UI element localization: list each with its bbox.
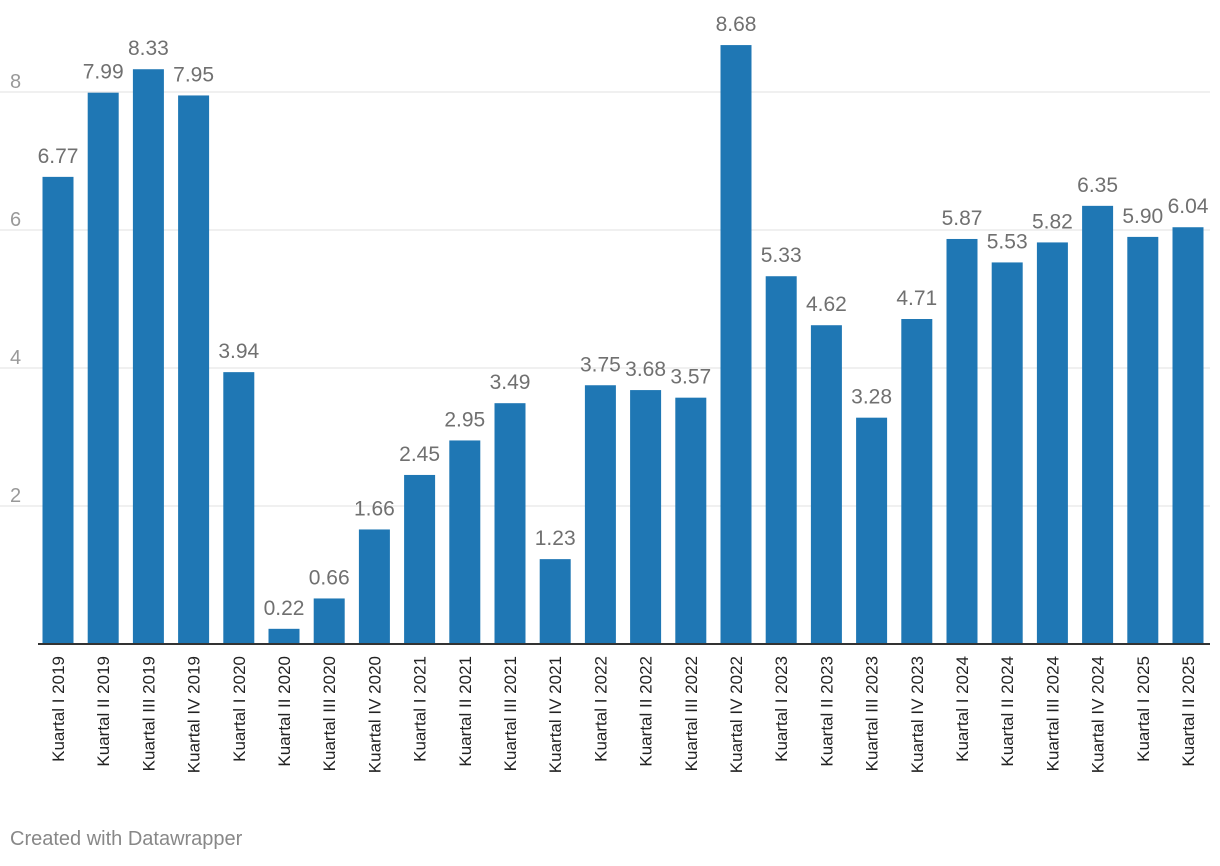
y-tick-label: 2 (10, 485, 21, 507)
bar (765, 276, 797, 644)
x-tick-label: Kuartal II 2022 (637, 656, 656, 767)
value-label: 3.28 (851, 386, 892, 409)
bar (584, 385, 616, 644)
value-label: 2.95 (444, 408, 485, 431)
y-axis-ticks: 2 4 6 8 (10, 71, 21, 507)
value-label: 3.49 (490, 371, 531, 394)
bar (1082, 205, 1114, 644)
x-tick-label: Kuartal IV 2023 (908, 656, 927, 773)
x-tick-label: Kuartal I 2022 (591, 656, 610, 762)
value-label: 1.66 (354, 497, 395, 520)
bar (810, 325, 842, 644)
x-tick-label: Kuartal II 2020 (275, 656, 294, 767)
value-label: 2.45 (399, 443, 440, 466)
bar (1036, 242, 1068, 645)
x-tick-label: Kuartal III 2021 (501, 656, 520, 771)
value-label: 3.75 (580, 353, 621, 376)
bar (223, 372, 255, 644)
bar (991, 262, 1023, 644)
value-label: 6.77 (38, 145, 79, 168)
x-tick-label: Kuartal III 2020 (320, 656, 339, 771)
bar (494, 403, 526, 644)
bar (358, 529, 390, 644)
value-label: 4.62 (806, 293, 847, 316)
x-tick-label: Kuartal III 2022 (682, 656, 701, 771)
y-tick-label: 6 (10, 209, 21, 231)
bar (1127, 236, 1159, 644)
value-label: 3.68 (625, 358, 666, 381)
x-tick-label: Kuartal IV 2021 (546, 656, 565, 773)
x-tick-label: Kuartal III 2019 (139, 656, 158, 771)
y-tick-label: 4 (10, 347, 21, 369)
value-label: 5.82 (1032, 210, 1073, 233)
x-tick-label: Kuartal I 2025 (1134, 656, 1153, 762)
x-axis-labels: Kuartal I 2019 Kuartal II 2019 Kuartal III… (49, 656, 1198, 773)
bar (946, 238, 978, 644)
bar (1172, 227, 1204, 645)
value-label: 5.87 (942, 207, 983, 230)
x-tick-label: Kuartal II 2021 (456, 656, 475, 767)
bars (42, 45, 1204, 645)
x-tick-label: Kuartal IV 2020 (365, 656, 384, 773)
bar (132, 69, 164, 645)
value-label: 8.33 (128, 37, 169, 60)
x-tick-label: Kuartal II 2024 (998, 656, 1017, 767)
x-tick-label: Kuartal I 2021 (411, 656, 430, 762)
x-tick-label: Kuartal I 2020 (230, 656, 249, 762)
value-label: 8.68 (716, 13, 757, 36)
bar (404, 474, 436, 644)
value-label: 5.33 (761, 244, 802, 267)
bar (87, 92, 119, 644)
x-tick-label: Kuartal IV 2022 (727, 656, 746, 773)
value-label: 0.22 (264, 597, 305, 620)
bar (630, 390, 662, 644)
bar (539, 559, 571, 644)
value-label: 3.94 (218, 340, 259, 363)
x-tick-label: Kuartal I 2019 (49, 656, 68, 762)
value-label: 7.95 (173, 63, 214, 86)
value-label: 7.99 (83, 61, 124, 84)
value-label: 1.23 (535, 527, 576, 550)
value-label: 5.90 (1122, 205, 1163, 228)
value-label: 0.66 (309, 566, 350, 589)
x-tick-label: Kuartal II 2019 (94, 656, 113, 767)
bar (178, 95, 210, 644)
x-tick-label: Kuartal IV 2019 (185, 656, 204, 773)
bar (268, 628, 300, 644)
x-tick-label: Kuartal III 2023 (863, 656, 882, 771)
x-tick-label: Kuartal I 2024 (953, 656, 972, 762)
x-tick-label: Kuartal II 2023 (817, 656, 836, 767)
bar (675, 397, 707, 644)
value-label: 5.53 (987, 230, 1028, 253)
bar (313, 598, 345, 644)
x-tick-label: Kuartal II 2025 (1179, 656, 1198, 767)
credit-text: Created with Datawrapper (10, 828, 243, 850)
value-label: 3.57 (670, 366, 711, 389)
bar (901, 319, 933, 644)
x-tick-label: Kuartal I 2023 (772, 656, 791, 762)
x-tick-label: Kuartal III 2024 (1043, 656, 1062, 771)
value-label: 4.71 (896, 287, 937, 310)
bar (856, 417, 888, 644)
bar (42, 176, 74, 644)
value-label: 6.04 (1168, 195, 1209, 218)
value-label: 6.35 (1077, 174, 1118, 197)
x-tick-label: Kuartal IV 2024 (1089, 656, 1108, 773)
bar (449, 440, 481, 644)
y-tick-label: 8 (10, 71, 21, 93)
value-labels: 6.77 7.998.337.95 3.94 0.220.66 1.66 2.452.95… (38, 13, 1209, 620)
bar (720, 45, 752, 644)
